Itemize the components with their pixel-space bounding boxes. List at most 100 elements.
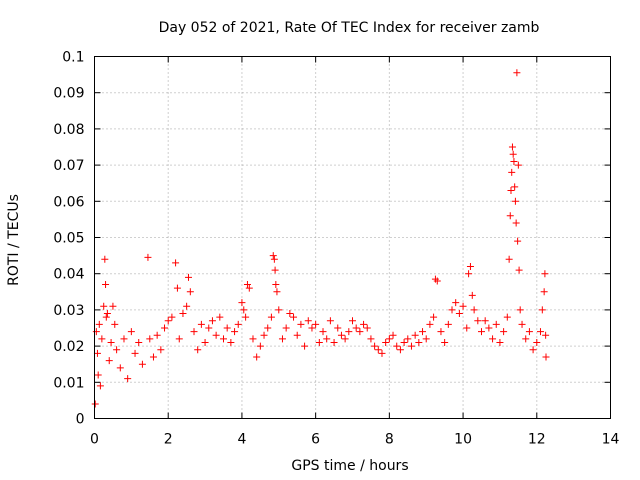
data-point <box>542 353 550 361</box>
grid-lines <box>94 56 611 419</box>
data-point <box>478 328 485 336</box>
axis-tick-labels: 0 2 4 6 8 10 12 14 0 0.01 0.02 0.03 0.04 0.05 0.06 0.07… <box>53 50 619 448</box>
data-point <box>172 259 180 267</box>
data-point <box>468 291 476 299</box>
data-point <box>426 320 434 328</box>
data-point <box>290 313 298 321</box>
data-point <box>173 284 181 292</box>
data-point <box>459 302 467 310</box>
x-tick-label: 12 <box>528 432 546 448</box>
data-point <box>455 310 463 318</box>
data-point <box>337 331 345 339</box>
data-point <box>297 320 305 328</box>
data-point <box>393 342 401 350</box>
data-point <box>138 360 146 368</box>
data-point <box>444 320 452 328</box>
data-point <box>179 310 187 318</box>
data-point <box>93 349 101 357</box>
data-point <box>111 320 119 328</box>
plot-frame <box>94 56 611 419</box>
data-point <box>367 335 375 343</box>
data-point <box>293 331 301 339</box>
data-point <box>260 331 268 339</box>
data-point <box>100 302 108 310</box>
data-point <box>489 335 497 343</box>
data-point <box>271 266 279 274</box>
data-point <box>131 349 139 357</box>
x-tick-label: 8 <box>385 432 394 448</box>
data-point <box>512 219 520 227</box>
data-point <box>508 143 516 151</box>
data-point <box>330 338 338 346</box>
y-tick-label: 0.08 <box>53 122 84 138</box>
data-point <box>542 331 550 339</box>
data-point <box>360 320 368 328</box>
data-point <box>341 335 349 343</box>
data-point <box>312 320 320 328</box>
data-point <box>419 328 427 336</box>
data-point <box>345 328 353 336</box>
data-point <box>270 255 278 263</box>
data-point <box>184 273 192 281</box>
data-point <box>273 288 281 296</box>
data-point <box>91 400 99 408</box>
data-point <box>227 338 235 346</box>
data-point <box>452 299 460 307</box>
y-tick-label: 0.05 <box>53 231 84 247</box>
y-tick-label: 0.09 <box>53 86 84 102</box>
data-point <box>465 270 473 278</box>
data-point <box>127 328 135 336</box>
data-point <box>492 320 500 328</box>
data-point <box>371 342 379 350</box>
data-point <box>94 371 102 379</box>
y-tick-label: 0.01 <box>53 375 84 391</box>
data-point <box>92 328 100 336</box>
data-point <box>124 375 132 383</box>
data-point <box>529 346 537 354</box>
data-point <box>161 324 169 332</box>
data-point <box>352 324 360 332</box>
data-point <box>256 342 264 350</box>
data-point <box>404 335 412 343</box>
data-point <box>95 320 103 328</box>
data-point <box>272 281 280 289</box>
data-point <box>113 346 121 354</box>
data-point <box>186 288 194 296</box>
data-point <box>474 317 482 325</box>
data-point <box>536 328 544 336</box>
data-point <box>448 306 456 314</box>
data-point <box>441 338 449 346</box>
x-tick-label: 4 <box>237 432 246 448</box>
data-point <box>389 331 397 339</box>
data-point <box>201 338 209 346</box>
data-point <box>400 338 408 346</box>
data-point <box>103 310 111 318</box>
data-point <box>253 353 261 361</box>
data-point <box>245 284 253 292</box>
y-tick-label: 0.06 <box>53 194 84 210</box>
data-point <box>507 186 515 194</box>
data-point <box>301 342 309 350</box>
data-point <box>98 335 106 343</box>
y-tick-label: 0.1 <box>62 50 84 66</box>
data-point <box>463 324 471 332</box>
data-point <box>205 324 213 332</box>
data-point <box>146 335 154 343</box>
data-point <box>144 253 152 261</box>
data-point <box>522 335 530 343</box>
data-point <box>515 266 523 274</box>
data-point <box>500 328 508 336</box>
data-point <box>264 324 272 332</box>
data-point <box>269 252 277 260</box>
data-point <box>540 288 548 296</box>
data-point <box>437 328 445 336</box>
data-point <box>234 320 242 328</box>
y-tick-label: 0 <box>76 412 85 428</box>
data-point <box>149 353 157 361</box>
data-point <box>356 328 364 336</box>
data-point <box>319 328 327 336</box>
data-point <box>168 313 176 321</box>
x-tick-label: 2 <box>164 432 173 448</box>
x-tick-label: 0 <box>90 432 99 448</box>
data-point <box>378 349 386 357</box>
